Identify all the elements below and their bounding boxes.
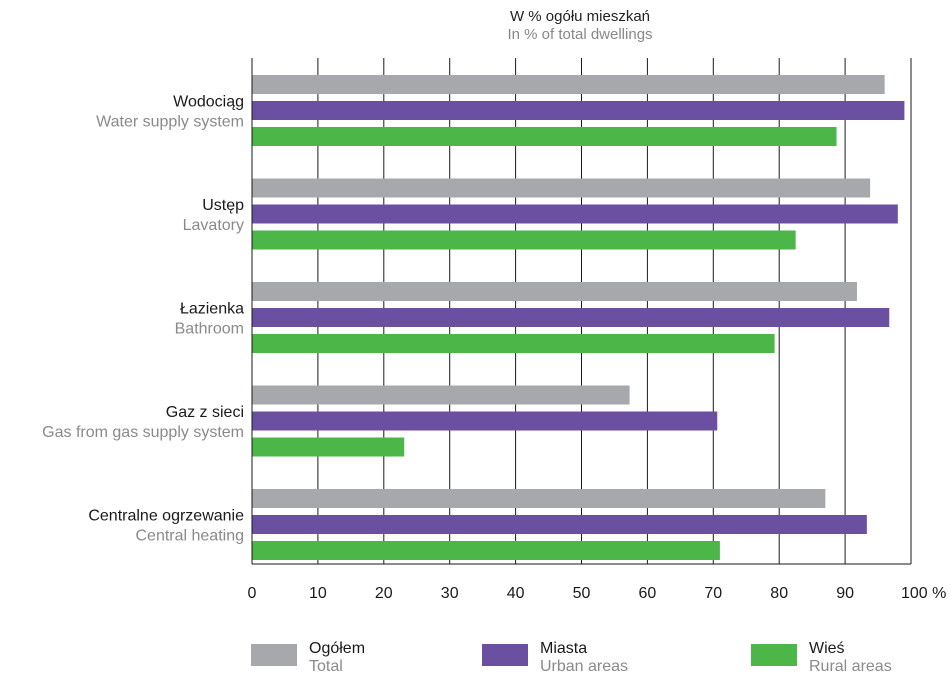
bar (252, 308, 890, 327)
bar (252, 334, 775, 353)
legend-swatch (251, 644, 297, 666)
bar (252, 230, 796, 250)
x-tick-label: 100 % (901, 585, 946, 602)
bar (252, 101, 905, 120)
bar (252, 411, 718, 431)
x-tick-label: 20 (375, 585, 393, 602)
category-label: Łazienka (180, 301, 244, 318)
x-tick-label: 50 (573, 585, 591, 602)
category-label: Wodociąg (173, 94, 244, 111)
x-tick-label: 80 (770, 585, 788, 602)
bars (252, 75, 905, 560)
chart-subtitle: In % of total dwellings (507, 26, 652, 43)
bar (252, 178, 871, 198)
bar (252, 385, 630, 405)
bar (252, 489, 826, 508)
category-sublabel: Lavatory (183, 217, 244, 234)
legend-sublabel: Rural areas (809, 658, 892, 675)
bar (252, 75, 885, 94)
category-label: Gaz z sieci (166, 404, 244, 421)
bar (252, 204, 898, 224)
category-labels: Wodociąg Water supply system Ustęp Lavatory… (42, 94, 244, 545)
bar (252, 127, 837, 146)
category-sublabel: Bathroom (175, 321, 244, 338)
category-label: Ustęp (202, 197, 244, 214)
bar (252, 437, 405, 457)
x-tick-label: 70 (704, 585, 722, 602)
legend-label: Miasta (540, 640, 587, 657)
bar (252, 541, 720, 560)
x-tick-label: 90 (836, 585, 854, 602)
legend-sublabel: Urban areas (540, 658, 628, 675)
legend-sublabel: Total (309, 658, 343, 675)
x-tick-label: 40 (507, 585, 525, 602)
x-tick-label: 0 (248, 585, 257, 602)
legend-swatch (751, 644, 797, 666)
category-label: Centralne ogrzewanie (88, 508, 244, 525)
x-tick-label: 10 (309, 585, 327, 602)
chart-title: W % ogółu mieszkań (510, 8, 650, 25)
x-tick-label: 60 (639, 585, 657, 602)
x-axis: 0 10 20 30 40 50 60 70 80 90 100 % (248, 58, 946, 602)
category-sublabel: Gas from gas supply system (42, 424, 244, 441)
legend-swatch (482, 644, 528, 666)
legend-label: Ogółem (309, 640, 365, 657)
bar (252, 515, 867, 534)
legend-label: Wieś (809, 640, 845, 657)
category-sublabel: Water supply system (96, 114, 244, 131)
bar (252, 282, 857, 301)
x-tick-label: 30 (441, 585, 459, 602)
category-sublabel: Central heating (135, 528, 244, 545)
